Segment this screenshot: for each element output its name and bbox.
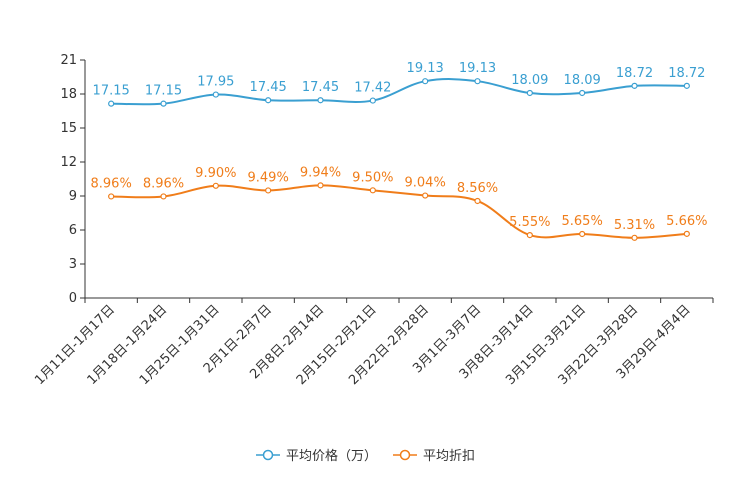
data-label: 5.31%: [614, 218, 655, 233]
data-label: 5.55%: [509, 215, 550, 230]
data-point: [265, 97, 272, 104]
y-tick-label: 6: [69, 223, 77, 238]
data-point: [317, 97, 324, 104]
data-point: [422, 192, 429, 199]
data-point: [265, 187, 272, 194]
data-point: [631, 234, 638, 241]
data-label: 17.45: [302, 80, 339, 95]
y-tick-label: 9: [69, 189, 77, 204]
series-line-0: [111, 78, 687, 106]
legend-item-discount[interactable]: 平均折扣: [393, 445, 475, 464]
data-point: [422, 78, 429, 85]
y-tick-label: 3: [69, 257, 77, 272]
legend-discount-marker-icon: [393, 449, 418, 460]
data-label: 9.50%: [352, 170, 393, 185]
data-point: [108, 100, 115, 107]
data-point: [474, 78, 481, 85]
data-point: [683, 82, 690, 89]
data-point: [160, 100, 167, 107]
legend-discount-label: 平均折扣: [423, 449, 476, 464]
data-label: 17.15: [145, 84, 182, 99]
data-label: 9.04%: [405, 176, 446, 191]
data-label: 9.90%: [195, 166, 236, 181]
y-tick-label: 12: [60, 155, 77, 170]
data-point: [108, 193, 115, 200]
data-label: 9.94%: [300, 165, 341, 180]
data-label: 18.09: [511, 73, 548, 88]
data-point: [160, 193, 167, 200]
data-point: [631, 82, 638, 89]
data-point: [579, 230, 586, 238]
data-label: 18.72: [616, 66, 653, 81]
data-label: 17.15: [93, 84, 130, 99]
data-point: [683, 230, 690, 237]
legend-price-label: 平均价格（万）: [286, 449, 378, 464]
y-tick-label: 18: [60, 87, 77, 102]
data-point: [526, 89, 533, 97]
data-label: 8.56%: [457, 181, 498, 196]
data-point: [474, 197, 481, 205]
data-point: [369, 187, 376, 194]
data-label: 5.66%: [666, 214, 707, 229]
data-label: 17.42: [354, 81, 391, 96]
series-line-1: [111, 184, 687, 239]
data-point: [212, 182, 219, 189]
data-label: 19.13: [459, 61, 496, 76]
data-point: [369, 97, 376, 104]
data-point: [579, 89, 586, 97]
data-label: 18.09: [564, 73, 601, 88]
legend: 平均价格（万） 平均折扣: [256, 445, 491, 464]
data-label: 18.72: [668, 66, 705, 81]
data-label: 17.45: [250, 80, 287, 95]
data-point: [526, 232, 533, 239]
y-tick-label: 0: [69, 291, 77, 306]
legend-price-marker-icon: [256, 449, 280, 460]
y-tick-label: 21: [60, 53, 77, 68]
data-label: 19.13: [407, 61, 444, 76]
data-point: [317, 182, 324, 189]
y-tick-label: 15: [60, 121, 77, 136]
legend-item-price[interactable]: 平均价格（万）: [256, 445, 377, 464]
data-label: 9.49%: [248, 170, 289, 185]
data-point: [212, 91, 219, 98]
line-chart: 0369121518211月11日-1月17日1月18日-1月24日1月25日-…: [32, 53, 714, 388]
data-label: 17.95: [197, 75, 234, 90]
data-label: 8.96%: [91, 176, 132, 191]
data-label: 5.65%: [562, 214, 603, 229]
data-label: 8.96%: [143, 176, 184, 191]
